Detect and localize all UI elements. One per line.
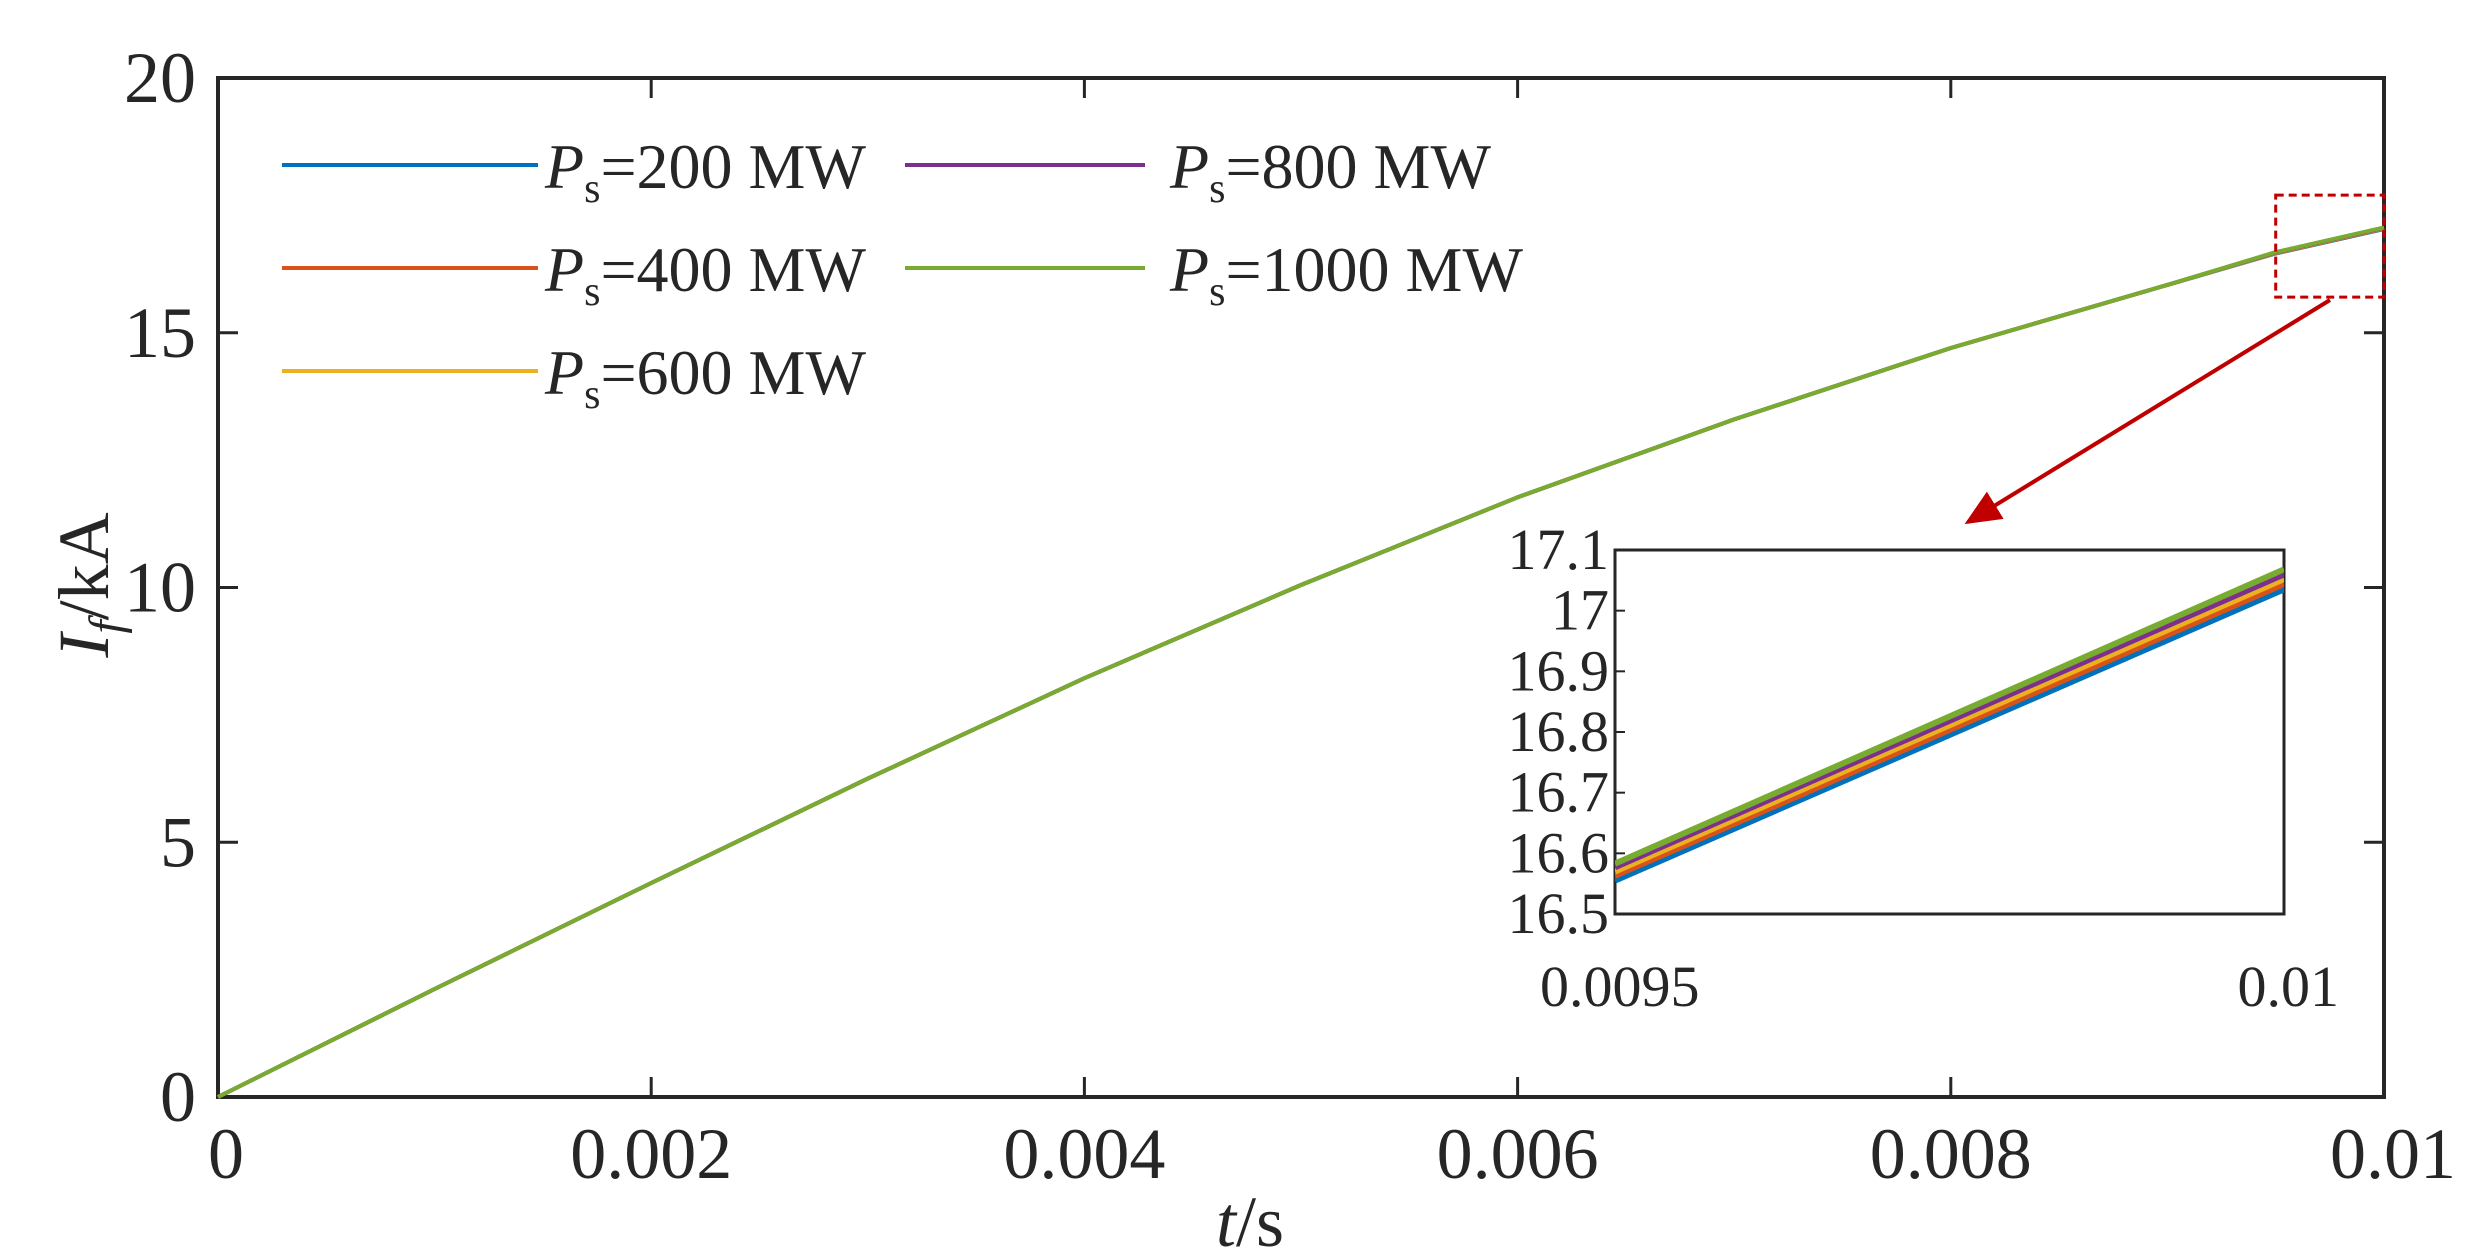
inset-series-line-4	[1615, 566, 2284, 867]
inset-y-tick-label: 16.5	[1508, 881, 1610, 946]
x-tick-label: 0.002	[570, 1114, 732, 1194]
inset-series-line-2	[1615, 576, 2284, 875]
x-axis-label-unit: /s	[1236, 1182, 1284, 1257]
x-axis-label: t/s	[1216, 1182, 1284, 1257]
y-axis-label: If/kA	[44, 512, 133, 658]
x-tick-label: 0.004	[1003, 1114, 1165, 1194]
main-series	[217, 225, 2385, 1099]
inset-x-tick-label: 0.0095	[1540, 954, 1700, 1019]
x-tick-label: 0	[208, 1114, 244, 1194]
y-tick-label: 0	[160, 1057, 196, 1137]
inset-y-tick-label: 17.1	[1508, 517, 1610, 582]
x-tick-label: 0.006	[1437, 1114, 1599, 1194]
inset-x-tick-label: 0.01	[2238, 954, 2340, 1019]
y-tick-label: 5	[160, 802, 196, 882]
inset-y-tick-label: 16.8	[1508, 699, 1610, 764]
x-tick-label: 0.01	[2330, 1114, 2456, 1194]
inset-series	[1615, 566, 2284, 884]
inset-y-tick-label: 16.9	[1508, 638, 1610, 703]
x-tick-label: 0.008	[1870, 1114, 2032, 1194]
y-tick-label: 15	[124, 293, 196, 373]
inset-series-line-3	[1615, 571, 2284, 871]
zoom-region-box	[2274, 193, 2386, 299]
legend: Ps=200 MW Ps=400 MW Ps=600 MW Ps=800 MW …	[282, 131, 1523, 418]
zoom-arrow	[1964, 298, 2332, 525]
inset-series-line-0	[1615, 586, 2284, 884]
legend-label-400: Ps=400 MW	[544, 234, 866, 315]
legend-label-200: Ps=200 MW	[544, 131, 866, 212]
y-tick-label: 10	[124, 548, 196, 628]
inset-y-tick-label: 17	[1551, 578, 1609, 643]
inset-y-tick-label: 16.6	[1508, 820, 1610, 885]
legend-label-1000: Ps=1000 MW	[1169, 234, 1523, 315]
x-axis-label-var: t	[1216, 1182, 1238, 1257]
inset-series-line-1	[1615, 581, 2284, 879]
y-tick-label: 20	[124, 38, 196, 118]
main-ticks: 0 0.002 0.004 0.006 0.008 0.01 0 5 10 15 20	[124, 38, 2456, 1194]
legend-label-600: Ps=600 MW	[544, 337, 866, 418]
series-line-4	[217, 225, 2385, 1099]
inset-y-tick-label: 16.7	[1508, 760, 1610, 825]
legend-label-800: Ps=800 MW	[1169, 131, 1491, 212]
y-axis-label-unit: /kA	[44, 512, 124, 620]
y-axis-label-var: I	[44, 631, 124, 659]
